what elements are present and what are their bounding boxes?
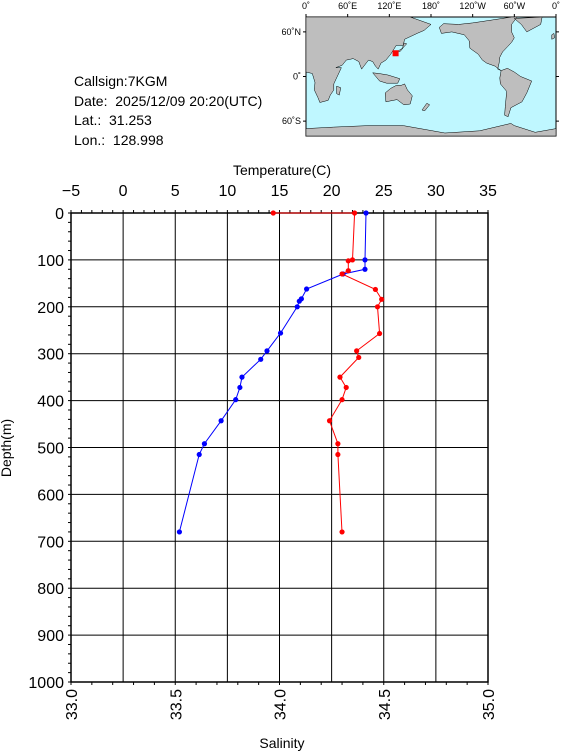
salinity-tick-label: 35.0 <box>481 689 498 720</box>
salinity-data-point <box>372 286 379 293</box>
temperature-data-point <box>258 356 264 362</box>
depth-tick-label: 1000 <box>28 675 64 692</box>
temperature-data-point <box>239 374 245 380</box>
temperature-data-point <box>363 210 369 216</box>
depth-axis-label: Depth(m) <box>0 419 14 477</box>
map-land <box>305 16 557 137</box>
salinity-axis-label: Salinity <box>259 735 304 751</box>
longitude-text: Lon.: 128.998 <box>74 131 164 148</box>
temperature-tick-label: 30 <box>427 183 445 200</box>
south-america <box>499 68 533 118</box>
map-lon-label: 0˚ <box>302 1 310 11</box>
antarctica <box>305 123 557 137</box>
depth-tick-label: 100 <box>37 253 64 270</box>
temperature-data-point <box>196 451 202 458</box>
salinity-data-point <box>349 257 356 263</box>
depth-tick-label: 600 <box>37 487 64 504</box>
salinity-data-point <box>270 210 276 216</box>
map-lon-label: 120˚W <box>459 1 486 11</box>
africa-europe-asia-landmass <box>305 16 432 103</box>
salinity-data-point <box>351 210 358 216</box>
salinity-tick-label: 34.5 <box>377 689 394 720</box>
depth-tick-label: 400 <box>37 394 64 411</box>
temperature-data-point <box>277 330 284 336</box>
temperature-tick-label: 10 <box>218 183 236 200</box>
salinity-data-point <box>345 268 351 274</box>
salinity-data-point <box>335 451 341 458</box>
temperature-profile-line <box>178 212 367 533</box>
uk <box>551 32 555 40</box>
temperature-data-point <box>237 384 243 391</box>
temperature-data-point <box>233 397 239 403</box>
map-lat-label: 60˚S <box>282 116 301 126</box>
salinity-data-point <box>345 258 351 264</box>
temperature-data-point <box>264 348 270 354</box>
depth-tick-label: 900 <box>37 628 64 645</box>
temperature-tick-label: 15 <box>271 183 289 200</box>
temperature-data-point <box>362 257 368 263</box>
temperature-data-point <box>304 286 310 292</box>
salinity-data-point <box>376 330 383 337</box>
temperature-data-point <box>201 441 208 447</box>
temperature-tick-label: 20 <box>323 183 341 200</box>
map-lon-label: 120˚E <box>377 1 401 11</box>
depth-tick-label: 700 <box>37 534 64 551</box>
station-marker <box>392 50 399 57</box>
salinity-data-point <box>343 384 349 391</box>
temperature-tick-label: 35 <box>479 183 497 200</box>
latitude-text: Lat.: 31.253 <box>74 112 152 128</box>
temperature-tick-label: −5 <box>62 183 80 200</box>
temperature-data-point <box>218 418 224 424</box>
depth-tick-label: 300 <box>37 347 64 364</box>
salinity-data-point <box>374 304 381 310</box>
map-lat-label: 60˚N <box>281 27 301 37</box>
temperature-tick-label: 5 <box>171 183 180 200</box>
north-america <box>439 16 518 71</box>
salinity-tick-label: 34.0 <box>273 689 290 720</box>
salinity-data-point <box>326 418 333 424</box>
salinity-data-point <box>339 271 345 277</box>
temperature-data-point <box>362 266 368 272</box>
date-text: Date: 2025/12/09 20:20(UTC) <box>74 92 263 109</box>
tick-labels: −5 0 5 10 15 20 25 30 35 0 100 200 300 400 500 600 700 80… <box>28 183 498 720</box>
indonesia <box>372 72 401 84</box>
madagascar <box>336 85 341 96</box>
callsign-text: Callsign:7KGM <box>74 73 168 89</box>
depth-tick-label: 0 <box>55 206 64 223</box>
salinity-tick-label: 33.5 <box>168 689 185 720</box>
salinity-data-point <box>379 296 385 302</box>
map-lat-label: 0˚ <box>293 72 301 82</box>
salinity-data-point <box>335 441 341 447</box>
map-labels: 0˚ 60˚E 120˚E 180˚ 120˚W 60˚W 0˚ 60˚N 0˚ 60˚S <box>281 1 560 126</box>
greenland <box>513 16 543 33</box>
map-lon-label: 60˚W <box>504 1 526 11</box>
station-info: Callsign:7KGM Date: 2025/12/09 20:20(UTC… <box>74 72 262 150</box>
depth-tick-label: 200 <box>37 300 64 317</box>
australia <box>384 83 413 106</box>
temperature-tick-label: 0 <box>119 183 128 200</box>
temperature-data-point <box>176 529 183 535</box>
map-lon-label: 180˚ <box>422 1 440 11</box>
chart-series <box>176 210 385 535</box>
map-lon-label: 60˚E <box>338 1 357 11</box>
salinity-data-point <box>339 397 345 403</box>
temperature-axis-label: Temperature(C) <box>233 162 331 178</box>
map-lon-label: 0˚ <box>552 1 560 11</box>
salinity-data-point <box>337 374 343 380</box>
temperature-data-point <box>294 304 300 310</box>
salinity-data-point <box>339 529 345 535</box>
temperature-data-point <box>296 298 302 304</box>
chart-grid <box>70 212 489 683</box>
salinity-data-point <box>356 354 362 361</box>
new-zealand <box>421 102 430 111</box>
depth-tick-label: 800 <box>37 581 64 598</box>
temperature-tick-label: 25 <box>375 183 393 200</box>
depth-tick-label: 500 <box>37 441 64 458</box>
location-map: 0˚ 60˚E 120˚E 180˚ 120˚W 60˚W 0˚ 60˚N 0˚ 60˚S <box>281 1 560 137</box>
salinity-data-point <box>354 348 360 354</box>
salinity-tick-label: 33.0 <box>64 689 81 720</box>
